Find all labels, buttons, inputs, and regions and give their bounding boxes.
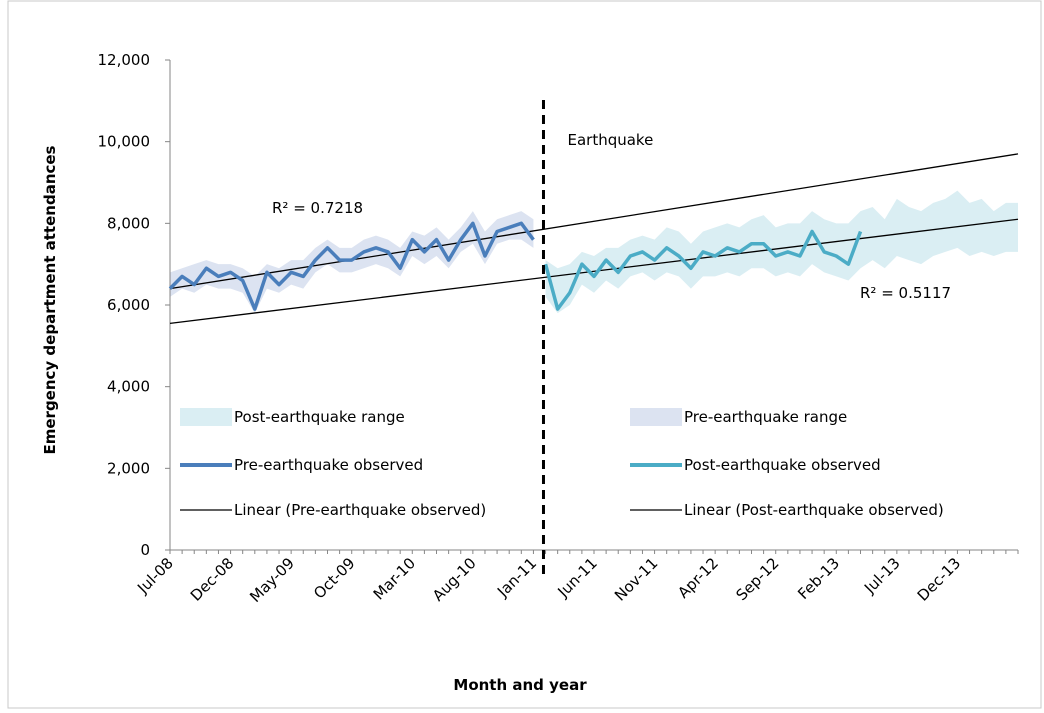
legend-label: Linear (Post-earthquake observed) — [684, 501, 944, 519]
y-tick-label: 10,000 — [98, 133, 151, 151]
y-tick-label: 2,000 — [107, 459, 150, 477]
y-tick-label: 6,000 — [107, 296, 150, 314]
observed-line — [543, 229, 863, 311]
annotation: Earthquake — [567, 131, 653, 149]
observed-line — [168, 221, 535, 311]
y-axis-title: Emergency department attendances — [41, 145, 59, 454]
y-tick-label: 8,000 — [107, 214, 150, 232]
legend-label: Post-earthquake observed — [684, 456, 881, 474]
x-axis-title: Month and year — [453, 676, 587, 694]
trendline — [169, 218, 1019, 325]
legend-label: Post-earthquake range — [234, 408, 405, 426]
chart-frame — [7, 0, 1042, 709]
y-tick-label: 4,000 — [107, 378, 150, 396]
annotation: R² = 0.7218 — [272, 199, 363, 217]
y-tick-label: 0 — [140, 541, 150, 559]
range-band — [545, 190, 1018, 314]
annotation: R² = 0.5117 — [860, 284, 951, 302]
y-tick-label: 12,000 — [98, 51, 151, 69]
legend-swatch — [630, 408, 682, 426]
legend-label: Pre-earthquake observed — [234, 456, 423, 474]
legend-swatch — [180, 408, 232, 426]
legend-label: Linear (Pre-earthquake observed) — [234, 501, 486, 519]
legend-label: Pre-earthquake range — [684, 408, 847, 426]
